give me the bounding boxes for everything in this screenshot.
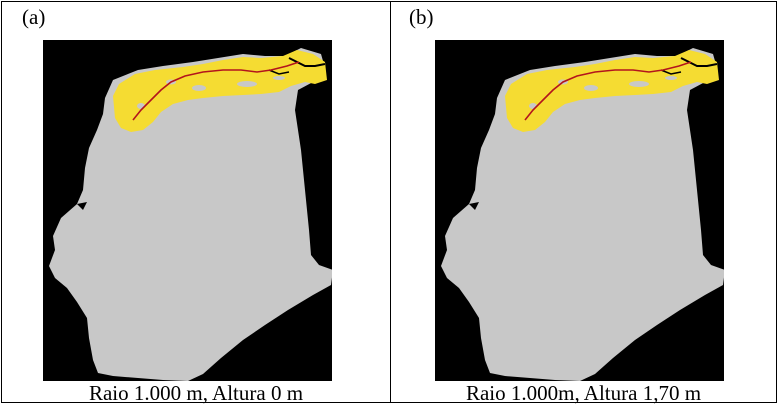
panel-a-caption: Raio 1.000 m, Altura 0 m	[88, 381, 304, 405]
panel-a-map-image	[49, 48, 332, 381]
panel-b-map-image	[441, 48, 724, 381]
panel-b-map	[435, 40, 724, 381]
land-area	[441, 48, 724, 381]
panel-a-map	[43, 40, 332, 381]
flood-zone	[113, 50, 327, 132]
land-area	[49, 48, 332, 381]
flood-zone	[505, 50, 719, 132]
panel-a: (a) Raio 1.000 m, A	[2, 2, 391, 405]
panel-b: (b) Raio 1.000m, Altura 1,70 m	[391, 2, 776, 405]
river-line	[524, 61, 692, 121]
river-line	[132, 61, 300, 121]
panel-b-label: (b)	[409, 5, 434, 29]
panel-a-label: (a)	[22, 5, 46, 29]
panel-b-caption: Raio 1.000m, Altura 1,70 m	[465, 381, 702, 405]
